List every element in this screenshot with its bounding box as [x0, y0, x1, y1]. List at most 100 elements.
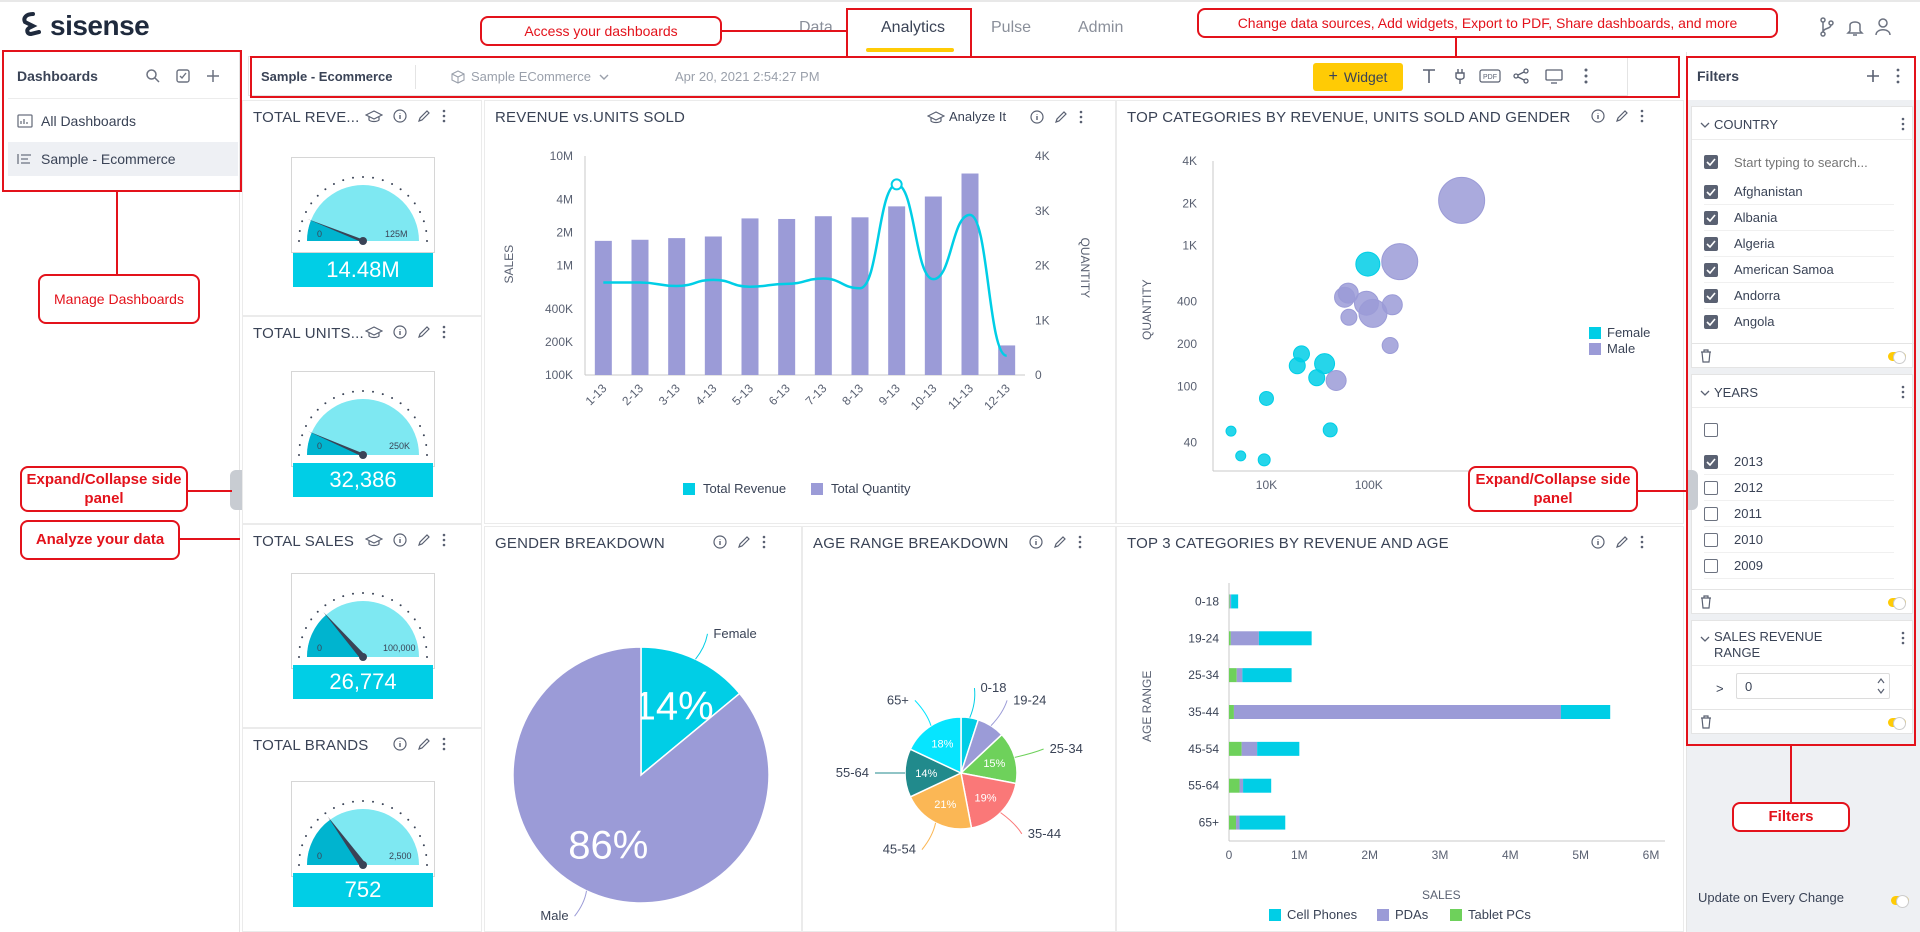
pdf-icon[interactable]: PDF: [1479, 67, 1501, 85]
years-select-all-row[interactable]: [1704, 417, 1894, 443]
more-options-icon[interactable]: [1639, 109, 1645, 123]
filter-toggle[interactable]: [1888, 351, 1906, 364]
info-icon[interactable]: [1591, 535, 1605, 549]
all-dashboards-link[interactable]: All Dashboards: [8, 104, 238, 138]
more-options-icon[interactable]: [1077, 535, 1083, 549]
update-on-change-toggle[interactable]: [1891, 895, 1909, 908]
total-brands-widget[interactable]: TOTAL BRANDS 0 2,500 752: [242, 728, 482, 932]
country-option[interactable]: American Samoa: [1704, 257, 1894, 283]
checkbox[interactable]: [1704, 262, 1718, 277]
country-option[interactable]: Afghanistan: [1704, 179, 1894, 205]
checkbox[interactable]: [1704, 558, 1718, 573]
trash-icon[interactable]: [1700, 715, 1712, 729]
analyze-icon[interactable]: [365, 533, 383, 547]
trash-icon[interactable]: [1700, 595, 1712, 609]
filter-toggle[interactable]: [1888, 717, 1906, 730]
edit-icon[interactable]: [417, 737, 431, 751]
select-all-checkbox[interactable]: [1704, 155, 1718, 169]
edit-icon[interactable]: [1054, 110, 1068, 124]
stepper-icon[interactable]: [1877, 677, 1885, 695]
more-options-icon[interactable]: [1900, 631, 1906, 645]
select-all-checkbox[interactable]: [1704, 423, 1718, 437]
year-option[interactable]: 2010: [1704, 527, 1894, 553]
checkbox[interactable]: [1704, 480, 1718, 495]
monitor-icon[interactable]: [1545, 67, 1563, 85]
total-revenue-widget[interactable]: TOTAL REVE... 0 125M 14.48M: [242, 100, 482, 316]
chevron-down-icon[interactable]: [599, 73, 609, 81]
more-options-icon[interactable]: [441, 109, 447, 123]
branch-icon[interactable]: [1818, 16, 1836, 38]
more-options-icon[interactable]: [441, 325, 447, 339]
more-options-icon[interactable]: [1895, 68, 1901, 84]
country-search-input[interactable]: [1734, 154, 1884, 170]
sisense-logo[interactable]: sisense: [20, 10, 150, 42]
plugin-icon[interactable]: [1452, 67, 1468, 85]
dashboard-item-sample-ecommerce[interactable]: Sample - Ecommerce: [8, 142, 238, 176]
years-list[interactable]: 2013 2012 2011 2010 2009: [1692, 449, 1914, 579]
year-option[interactable]: 2011: [1704, 501, 1894, 527]
more-options-icon[interactable]: [1583, 67, 1589, 85]
analyze-icon[interactable]: [927, 110, 945, 124]
chevron-down-icon[interactable]: [1700, 121, 1710, 129]
range-operator[interactable]: >: [1716, 681, 1724, 696]
edit-icon[interactable]: [1615, 109, 1629, 123]
year-option[interactable]: 2013: [1704, 449, 1894, 475]
filter-toggle[interactable]: [1888, 597, 1906, 610]
checkbox[interactable]: [1704, 454, 1718, 469]
checkbox[interactable]: [1704, 184, 1718, 199]
info-icon[interactable]: [713, 535, 727, 549]
checkbox[interactable]: [1704, 506, 1718, 521]
nav-tab-admin[interactable]: Admin: [1078, 19, 1124, 36]
total-units-widget[interactable]: TOTAL UNITS... 0 250K 32,386: [242, 316, 482, 524]
gender-breakdown-widget[interactable]: GENDER BREAKDOWN 14% Female 86% Male: [484, 526, 802, 932]
age-range-widget[interactable]: AGE RANGE BREAKDOWN 0-18 19-24 15% 25-34 19%…: [802, 526, 1116, 932]
text-icon[interactable]: [1421, 67, 1437, 85]
trash-icon[interactable]: [1700, 349, 1712, 363]
country-option[interactable]: Angola: [1704, 309, 1894, 329]
checkbox[interactable]: [1704, 236, 1718, 251]
datasource-selector[interactable]: Sample ECommerce: [471, 69, 591, 84]
checkbox[interactable]: [1704, 532, 1718, 547]
range-value-input[interactable]: 0: [1736, 673, 1890, 699]
add-widget-button[interactable]: + Widget: [1313, 63, 1403, 91]
total-sales-widget[interactable]: TOTAL SALES 0 100,000 26,774: [242, 524, 482, 728]
bell-icon[interactable]: [1846, 16, 1864, 38]
nav-tab-data[interactable]: Data: [799, 19, 833, 36]
country-option[interactable]: Algeria: [1704, 231, 1894, 257]
more-options-icon[interactable]: [1900, 385, 1906, 399]
analyze-it-label[interactable]: Analyze It: [949, 109, 1007, 124]
year-option[interactable]: 2009: [1704, 553, 1894, 579]
info-icon[interactable]: [393, 533, 407, 547]
analyze-icon[interactable]: [365, 109, 383, 123]
chevron-down-icon[interactable]: [1700, 635, 1710, 643]
checkbox[interactable]: [1704, 288, 1718, 303]
country-search-row[interactable]: [1704, 149, 1894, 175]
more-options-icon[interactable]: [1078, 110, 1084, 124]
top3-categories-widget[interactable]: TOP 3 CATEGORIES BY REVENUE AND AGE 0 1M 2…: [1116, 526, 1684, 932]
nav-tab-pulse[interactable]: Pulse: [991, 19, 1032, 36]
top-categories-widget[interactable]: TOP CATEGORIES BY REVENUE, UNITS SOLD AN…: [1116, 100, 1684, 524]
more-options-icon[interactable]: [1900, 117, 1906, 131]
info-icon[interactable]: [1029, 535, 1043, 549]
country-list[interactable]: Afghanistan Albania Algeria American Samoa A…: [1692, 179, 1914, 329]
more-options-icon[interactable]: [441, 533, 447, 547]
more-options-icon[interactable]: [441, 737, 447, 751]
share-icon[interactable]: [1513, 67, 1529, 85]
edit-icon[interactable]: [417, 533, 431, 547]
info-icon[interactable]: [1591, 109, 1605, 123]
add-filter-icon[interactable]: [1865, 68, 1881, 84]
checkbox[interactable]: [1704, 210, 1718, 225]
country-option[interactable]: Andorra: [1704, 283, 1894, 309]
country-option[interactable]: Albania: [1704, 205, 1894, 231]
nav-tab-analytics[interactable]: Analytics: [881, 19, 946, 36]
info-icon[interactable]: [393, 325, 407, 339]
chevron-down-icon[interactable]: [1700, 389, 1710, 397]
info-icon[interactable]: [1030, 109, 1044, 124]
edit-icon[interactable]: [417, 325, 431, 339]
revenue-vs-units-widget[interactable]: REVENUE vs.UNITS SOLD Analyze It 10M 4M 2M…: [484, 100, 1116, 524]
analyze-icon[interactable]: [365, 325, 383, 339]
year-option[interactable]: 2012: [1704, 475, 1894, 501]
collapse-right-panel-handle[interactable]: [1686, 470, 1698, 510]
edit-icon[interactable]: [1053, 535, 1067, 549]
search-icon[interactable]: [145, 68, 161, 84]
